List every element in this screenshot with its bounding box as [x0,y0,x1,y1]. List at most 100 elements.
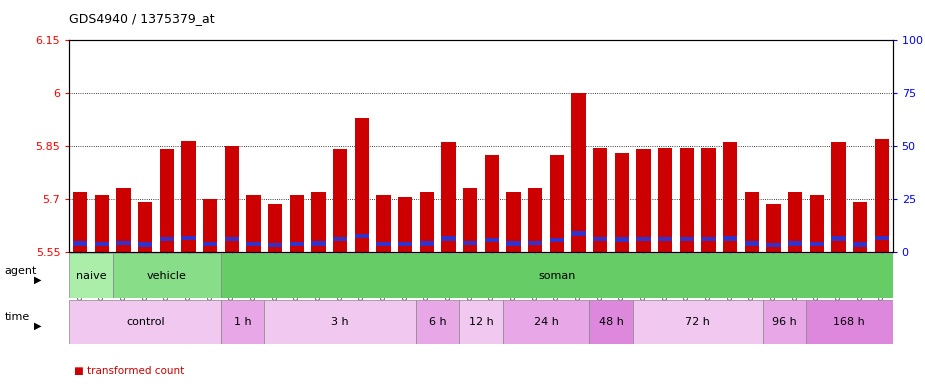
Text: control: control [126,316,165,327]
Bar [832,237,845,241]
Bar [788,241,802,245]
Text: 1 h: 1 h [234,316,252,327]
Bar [160,149,174,252]
Bar [312,241,326,245]
Bar [376,195,390,252]
Bar [73,241,87,245]
Bar [290,195,304,252]
Bar [572,93,586,252]
Bar [441,142,455,252]
Bar [221,253,893,298]
Text: naive: naive [76,270,106,281]
Text: 6 h: 6 h [429,316,447,327]
Bar [636,237,650,241]
Bar [441,237,455,241]
Bar [528,188,542,252]
Bar [95,242,109,246]
Bar [875,139,889,252]
Bar [589,300,633,344]
Bar [69,253,113,298]
Text: 96 h: 96 h [772,316,796,327]
Bar [463,188,477,252]
Bar [138,202,153,252]
Text: 24 h: 24 h [534,316,559,327]
Bar [117,188,130,252]
Bar [701,237,716,241]
Bar [633,300,762,344]
Bar [806,300,893,344]
Bar [204,242,217,246]
Bar [420,241,434,245]
Bar [463,241,477,245]
Text: soman: soman [538,270,575,281]
Bar [117,241,130,245]
Bar [832,142,845,252]
Bar [181,141,195,252]
Text: ■ transformed count: ■ transformed count [74,366,184,376]
Bar [246,242,261,246]
Bar [246,195,261,252]
Bar [398,197,413,252]
Bar [355,234,369,238]
Bar [290,242,304,246]
Bar [549,155,564,252]
Text: 48 h: 48 h [598,316,623,327]
Bar [376,242,390,246]
Bar [398,242,413,246]
Bar [723,237,737,241]
Text: ▶: ▶ [34,275,42,285]
Bar [853,242,867,247]
Bar [528,241,542,245]
Text: 168 h: 168 h [833,316,865,327]
Text: 3 h: 3 h [331,316,349,327]
Bar [221,300,265,344]
Bar [636,149,650,252]
Text: agent: agent [5,266,37,276]
Bar [809,195,824,252]
Text: ▶: ▶ [34,321,42,331]
Bar [268,204,282,252]
Bar [73,192,87,252]
Bar [138,242,153,247]
Bar [333,149,347,252]
Bar [160,237,174,241]
Bar [680,148,694,252]
Bar [767,204,781,252]
Bar [593,148,607,252]
Bar [225,146,239,252]
Bar [723,142,737,252]
Text: vehicle: vehicle [147,270,187,281]
Bar [355,118,369,252]
Bar [572,232,586,236]
Bar [181,236,195,240]
Text: 72 h: 72 h [685,316,710,327]
Bar [875,236,889,240]
Bar [767,243,781,247]
Bar [204,199,217,252]
Bar [420,192,434,252]
Bar [701,148,716,252]
Bar [485,238,499,242]
Bar [333,237,347,241]
Bar [113,253,221,298]
Bar [549,238,564,242]
Bar [502,300,589,344]
Bar [225,237,239,241]
Text: 12 h: 12 h [469,316,493,327]
Bar [507,241,521,245]
Bar [658,237,672,241]
Bar [485,155,499,252]
Text: time: time [5,312,30,322]
Bar [853,202,867,252]
Bar [809,242,824,246]
Bar [762,300,806,344]
Bar [658,148,672,252]
Bar [416,300,460,344]
Text: GDS4940 / 1375379_at: GDS4940 / 1375379_at [69,12,215,25]
Bar [615,153,629,252]
Bar [680,237,694,241]
Bar [268,243,282,247]
Bar [507,192,521,252]
Bar [460,300,502,344]
Bar [593,237,607,241]
